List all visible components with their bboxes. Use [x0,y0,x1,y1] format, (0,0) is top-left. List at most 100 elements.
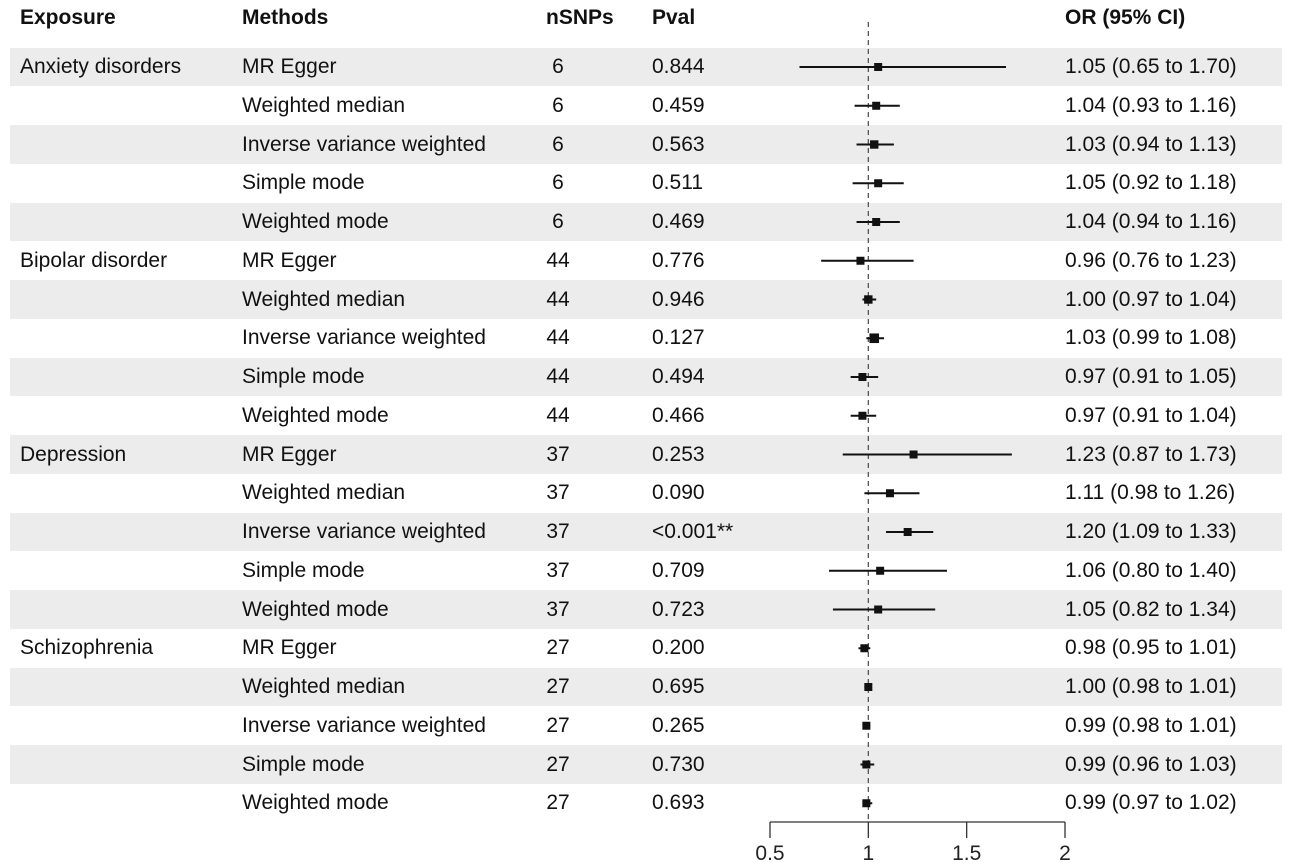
method-cell: Inverse variance weighted [242,132,486,156]
nsnps-cell: 44 [546,287,570,311]
point-estimate [858,373,867,381]
row-band [10,47,1282,87]
pval-cell: 0.695 [652,675,705,698]
method-cell: Simple mode [242,365,365,388]
nsnps-cell: 37 [546,558,570,582]
pval-cell: 0.253 [652,442,705,466]
x-tick-label: 1.5 [952,842,981,863]
point-estimate [856,256,865,265]
nsnps-cell: 44 [546,403,570,427]
method-cell: Simple mode [242,558,365,582]
or-ci-cell: 1.23 (0.87 to 1.73) [1065,442,1237,466]
header-pval: Pval [652,6,696,29]
point-estimate [876,566,885,575]
x-tick-label: 0.5 [755,842,784,863]
header-nsnps: nSNPs [546,6,614,29]
nsnps-cell: 6 [552,93,564,117]
or-ci-cell: 1.04 (0.94 to 1.16) [1065,210,1237,233]
method-cell: MR Egger [242,636,337,660]
nsnps-cell: 37 [546,520,570,543]
or-ci-cell: 0.97 (0.91 to 1.04) [1065,403,1237,427]
pval-cell: 0.946 [652,287,705,311]
or-ci-cell: 1.05 (0.65 to 1.70) [1065,55,1237,78]
header-methods: Methods [242,6,329,29]
method-cell: Weighted mode [242,210,389,233]
pval-cell: 0.090 [652,481,705,505]
pval-cell: 0.693 [652,791,705,815]
method-cell: Inverse variance weighted [242,326,486,350]
row-band [10,590,1282,629]
nsnps-cell: 27 [546,636,570,660]
method-cell: MR Egger [242,55,337,78]
nsnps-cell: 6 [552,55,564,78]
or-ci-cell: 0.99 (0.97 to 1.02) [1065,791,1237,815]
pval-cell: 0.466 [652,403,705,427]
point-estimate [874,179,883,188]
point-estimate [860,644,869,653]
pval-cell: 0.127 [652,326,705,350]
point-estimate [903,528,912,536]
method-cell: Weighted median [242,93,406,117]
or-ci-cell: 0.96 (0.76 to 1.23) [1065,248,1237,272]
nsnps-cell: 44 [546,365,570,388]
point-estimate [872,101,881,110]
pval-cell: 0.730 [652,752,705,776]
pval-cell: 0.265 [652,713,705,737]
or-ci-cell: 1.03 (0.99 to 1.08) [1065,326,1237,350]
or-ci-cell: 1.06 (0.80 to 1.40) [1065,558,1237,582]
pval-cell: 0.200 [652,636,705,660]
nsnps-cell: 44 [546,326,570,350]
pval-cell: 0.511 [652,171,703,195]
nsnps-cell: 37 [546,597,570,621]
point-estimate [885,489,894,498]
pval-cell: 0.494 [652,365,705,388]
method-cell: Weighted mode [242,597,389,621]
row-band [10,512,1282,552]
row-band [10,667,1282,707]
pval-cell: 0.844 [652,55,705,78]
header-exposure: Exposure [20,6,116,29]
exposure-cell: Bipolar disorder [20,248,168,272]
pval-cell: <0.001** [652,520,734,543]
or-ci-cell: 0.99 (0.96 to 1.03) [1065,752,1237,776]
or-ci-cell: 0.99 (0.98 to 1.01) [1065,713,1237,737]
point-estimate [874,63,883,71]
method-cell: Inverse variance weighted [242,713,486,737]
or-ci-cell: 1.00 (0.97 to 1.04) [1065,287,1237,311]
row-band [10,280,1282,319]
pval-cell: 0.723 [652,597,705,621]
nsnps-cell: 37 [546,442,570,466]
row-band [10,202,1282,242]
method-cell: Weighted median [242,481,406,505]
row-band [10,125,1282,164]
row-band [10,357,1282,397]
point-estimate [872,218,881,226]
method-cell: Weighted median [242,287,406,311]
point-estimate [909,450,918,459]
x-tick-label: 1 [862,842,874,863]
pval-cell: 0.563 [652,132,705,156]
point-estimate [874,605,883,614]
or-ci-cell: 1.04 (0.93 to 1.16) [1065,93,1237,117]
nsnps-cell: 27 [546,791,570,815]
exposure-cell: Anxiety disorders [20,55,182,78]
method-cell: Simple mode [242,752,365,776]
point-estimate [870,140,879,149]
pval-cell: 0.709 [652,558,705,582]
point-estimate [862,721,871,730]
method-cell: Weighted mode [242,403,389,427]
method-cell: MR Egger [242,442,337,466]
nsnps-cell: 6 [552,132,564,156]
nsnps-cell: 6 [552,171,564,195]
method-cell: Inverse variance weighted [242,520,486,543]
row-band [10,435,1282,474]
method-cell: Simple mode [242,171,365,195]
nsnps-cell: 37 [546,481,570,505]
nsnps-cell: 27 [546,752,570,776]
method-cell: Weighted mode [242,791,389,815]
or-ci-cell: 1.05 (0.92 to 1.18) [1065,171,1237,195]
or-ci-cell: 1.05 (0.82 to 1.34) [1065,597,1237,621]
nsnps-cell: 6 [552,210,564,233]
point-estimate [858,411,867,420]
